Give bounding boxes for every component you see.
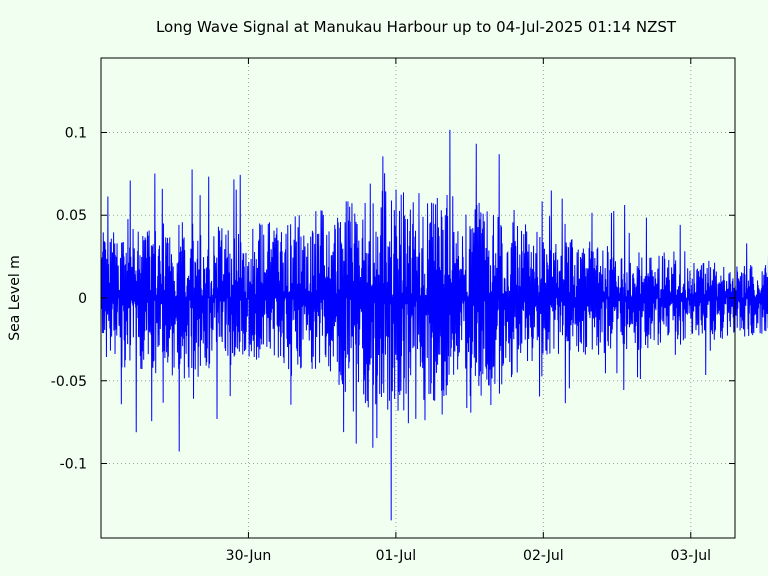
y-tick-label: 0.1 [65,125,87,141]
y-tick-label: -0.05 [51,374,87,390]
y-tick-label: -0.1 [60,457,87,473]
y-tick-label: 0.05 [56,208,87,224]
y-tick-label: 0 [78,291,87,307]
chart-title: Long Wave Signal at Manukau Harbour up t… [156,18,677,36]
x-tick-label: 01-Jul [376,548,417,564]
x-tick-label: 30-Jun [226,548,272,564]
x-tick-label: 03-Jul [670,548,711,564]
grid-lines [101,58,735,538]
signal-line [100,129,768,521]
x-axis-ticks: 30-Jun 01-Jul 02-Jul 03-Jul [226,58,711,564]
y-axis-ticks: 0.1 0.05 0 -0.05 -0.1 [51,125,735,473]
signal-line-series [100,129,768,521]
x-tick-label: 02-Jul [523,548,564,564]
y-axis-label: Sea Level m [7,255,23,341]
